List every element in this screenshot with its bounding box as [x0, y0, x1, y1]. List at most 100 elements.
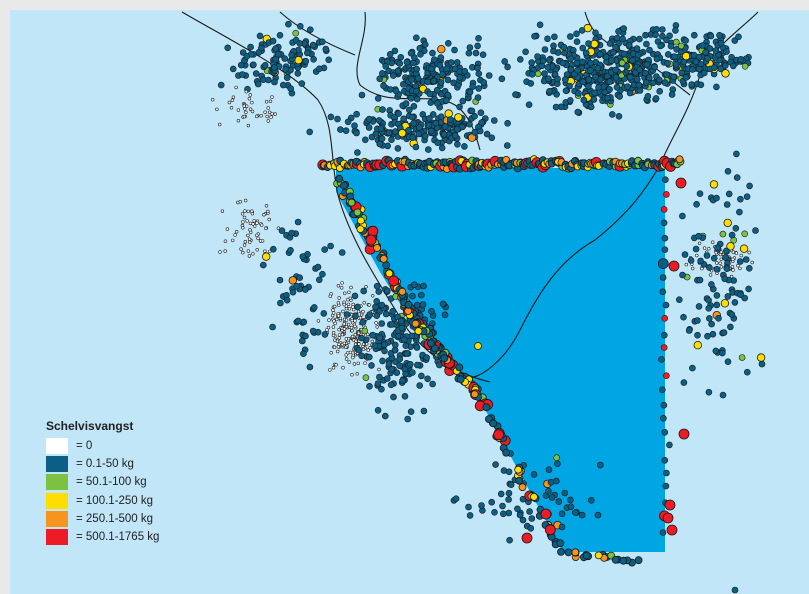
catch-point: [403, 58, 411, 66]
legend-swatch: [46, 438, 68, 455]
catch-point: [260, 223, 264, 227]
catch-point: [710, 240, 715, 244]
catch-point: [331, 366, 336, 370]
catch-point: [429, 111, 437, 118]
catch-point: [247, 43, 254, 51]
catch-point: [661, 79, 669, 86]
catch-point: [255, 248, 259, 252]
catch-point: [409, 59, 417, 67]
catch-point: [702, 48, 709, 56]
catch-point: [551, 33, 558, 41]
legend-label: = 50.1-100 kg: [76, 476, 147, 489]
catch-point: [729, 62, 737, 70]
catch-point: [662, 176, 669, 183]
catch-point: [244, 89, 249, 94]
catch-point: [679, 212, 686, 220]
catch-point: [346, 302, 351, 307]
catch-point: [661, 314, 669, 322]
catch-point: [315, 65, 323, 73]
legend-item: = 0: [46, 437, 226, 455]
catch-point: [544, 35, 551, 43]
catch-point: [477, 109, 485, 116]
catch-point: [244, 110, 248, 115]
catch-point: [264, 226, 268, 231]
legend-item: = 100.1-250 kg: [46, 492, 226, 510]
catch-point: [689, 364, 696, 372]
catch-point: [397, 53, 405, 61]
catch-point: [358, 352, 365, 360]
catch-point: [478, 119, 486, 126]
catch-point: [736, 258, 744, 265]
catch-point: [562, 87, 570, 95]
catch-point: [356, 216, 365, 225]
catch-point: [633, 45, 641, 52]
catch-point: [502, 448, 511, 457]
catch-point: [381, 412, 389, 420]
catch-point: [525, 101, 533, 108]
catch-point: [423, 354, 430, 361]
catch-point: [728, 311, 736, 318]
catch-point: [230, 98, 235, 102]
catch-point: [409, 369, 416, 376]
catch-point: [252, 70, 260, 77]
catch-point: [682, 37, 689, 44]
catch-point: [338, 249, 346, 256]
catch-point: [485, 72, 493, 79]
catch-point: [594, 65, 602, 72]
catch-point: [646, 46, 653, 54]
catch-point: [521, 532, 533, 544]
catch-point: [488, 134, 496, 142]
catch-point: [271, 78, 278, 86]
catch-point: [306, 363, 314, 371]
legend-swatch: [46, 474, 68, 491]
catch-point: [596, 461, 604, 469]
catch-point: [414, 361, 421, 369]
catch-point: [243, 209, 247, 213]
catch-point: [479, 51, 487, 59]
catch-point: [736, 263, 740, 268]
catch-point: [262, 252, 271, 261]
catch-point: [738, 354, 746, 361]
catch-point: [211, 97, 215, 102]
catch-point: [348, 350, 353, 355]
catch-point: [703, 252, 711, 259]
catch-point: [696, 190, 704, 197]
catch-point: [636, 87, 644, 94]
catch-point: [303, 49, 311, 57]
catch-point: [693, 341, 702, 350]
catch-point: [353, 208, 362, 217]
catch-point: [306, 26, 314, 34]
legend-label: = 250.1-500 kg: [76, 512, 154, 525]
catch-point: [594, 511, 602, 519]
catch-point: [634, 51, 642, 59]
catch-point: [335, 317, 339, 322]
catch-point: [354, 149, 361, 156]
catch-point: [758, 360, 766, 368]
catch-point: [371, 294, 375, 298]
catch-point: [436, 61, 444, 69]
catch-point: [236, 108, 241, 112]
catch-point: [276, 31, 284, 39]
catch-point: [501, 58, 509, 65]
catch-point: [440, 131, 448, 138]
catch-point: [351, 292, 359, 300]
catch-point: [439, 300, 447, 308]
catch-point: [557, 548, 565, 556]
catch-point: [267, 217, 271, 222]
catch-point: [700, 69, 708, 77]
catch-point: [731, 586, 739, 594]
catch-point: [681, 251, 689, 258]
catch-point: [539, 57, 547, 65]
catch-point: [587, 59, 594, 67]
catch-point: [358, 91, 366, 99]
catch-point: [356, 309, 361, 314]
catch-point: [427, 127, 435, 135]
catch-point: [466, 120, 473, 128]
catch-point: [506, 536, 513, 544]
catch-point: [243, 52, 251, 60]
catch-point: [741, 63, 749, 70]
catch-point: [264, 99, 269, 104]
catch-point: [371, 342, 379, 350]
